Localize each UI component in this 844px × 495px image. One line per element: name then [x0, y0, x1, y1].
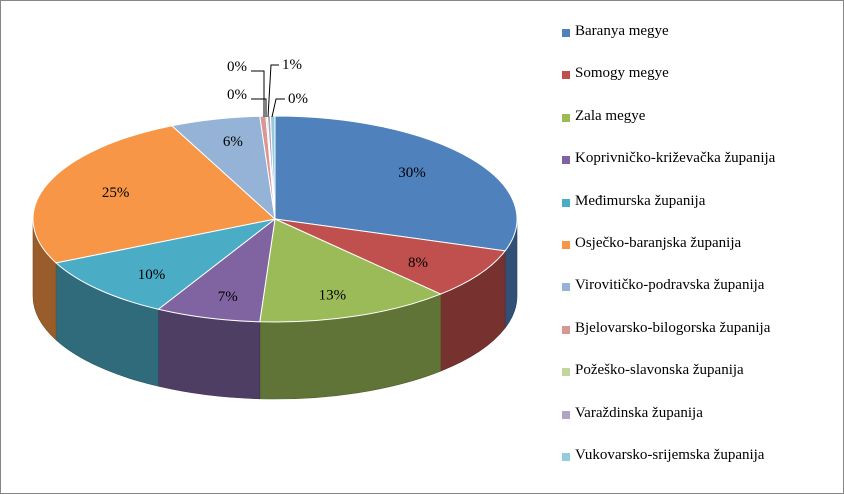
- legend-label: Zala megye: [575, 107, 646, 124]
- legend-swatch: [562, 452, 570, 461]
- legend-swatch: [562, 410, 570, 419]
- legend-swatch: [562, 29, 570, 37]
- pie-slice-osjecko-baranjska-zupanija: [32, 125, 277, 264]
- legend: Baranya megye Somogy megye Zala megye Kopri…: [562, 21, 842, 487]
- legend-item: Međimurska županija: [562, 191, 842, 233]
- legend-swatch: [562, 325, 570, 334]
- pie-slice-medimurska-zupanija: [54, 218, 276, 310]
- leader-lines: [251, 64, 285, 118]
- legend-label: Osječko-baranjska županija: [575, 234, 742, 251]
- legend-swatch: [562, 198, 570, 207]
- data-labels: 30% 8% 13% 7% 10% 25% 6% 0% 0% 1% 0%: [102, 57, 428, 305]
- legend-item: Bjelovarsko-bilogorska županija: [562, 318, 842, 360]
- legend-label: Bjelovarsko-bilogorska županija: [575, 319, 771, 336]
- data-label: 7%: [218, 289, 238, 305]
- legend-item: Zala megye: [562, 106, 842, 148]
- legend-item: Varaždinska županija: [562, 403, 842, 445]
- legend-label: Virovitičko-podravska županija: [575, 277, 765, 294]
- legend-item: Virovitičko-podravska županija: [562, 275, 842, 317]
- pie-side-koprivnicko-krizevacka-zupanija: [158, 308, 261, 400]
- legend-item: Vukovarsko-srijemska županija: [562, 445, 842, 487]
- legend-swatch: [562, 156, 570, 165]
- legend-item: Požeško-slavonska županija: [562, 360, 842, 402]
- pie-slice-zala-megye: [259, 218, 442, 323]
- legend-label: Koprivničko-križevačka županija: [575, 150, 776, 167]
- data-label: 6%: [223, 134, 243, 150]
- legend-label: Požeško-slavonska županija: [575, 362, 744, 379]
- legend-label: Somogy megye: [575, 65, 669, 82]
- pie-slices: [32, 115, 518, 323]
- legend-item: Baranya megye: [562, 21, 842, 63]
- data-label: 0%: [227, 87, 247, 103]
- pie-slice-somogy-megye: [274, 218, 507, 295]
- data-label: 0%: [288, 91, 308, 107]
- data-label: 30%: [398, 165, 426, 181]
- pie-sides: [32, 218, 518, 400]
- pie-slice-koprivnicko-krizevacka-zupanija: [157, 217, 276, 323]
- data-label: 25%: [102, 185, 130, 201]
- legend-swatch: [562, 283, 570, 292]
- legend-swatch: [562, 113, 570, 122]
- pie-slice-baranya-megye: [274, 115, 518, 252]
- legend-item: Koprivničko-križevačka županija: [562, 148, 842, 190]
- data-label: 0%: [227, 59, 247, 75]
- leader-line: [251, 98, 267, 117]
- legend-label: Vukovarsko-srijemska županija: [575, 446, 765, 463]
- data-label: 1%: [282, 57, 302, 73]
- legend-swatch: [562, 240, 570, 249]
- leader-line: [251, 70, 265, 117]
- leader-line: [271, 98, 285, 118]
- legend-label: Varaždinska županija: [575, 404, 703, 421]
- legend-label: Baranya megye: [575, 23, 669, 39]
- legend-item: Osječko-baranjska županija: [562, 233, 842, 275]
- legend-swatch: [562, 368, 570, 377]
- data-label: 10%: [138, 267, 166, 283]
- data-label: 13%: [319, 288, 347, 304]
- legend-label: Međimurska županija: [575, 192, 706, 209]
- legend-swatch: [562, 71, 570, 80]
- leader-line: [267, 64, 279, 118]
- legend-item: Somogy megye: [562, 63, 842, 105]
- data-label: 8%: [408, 255, 428, 271]
